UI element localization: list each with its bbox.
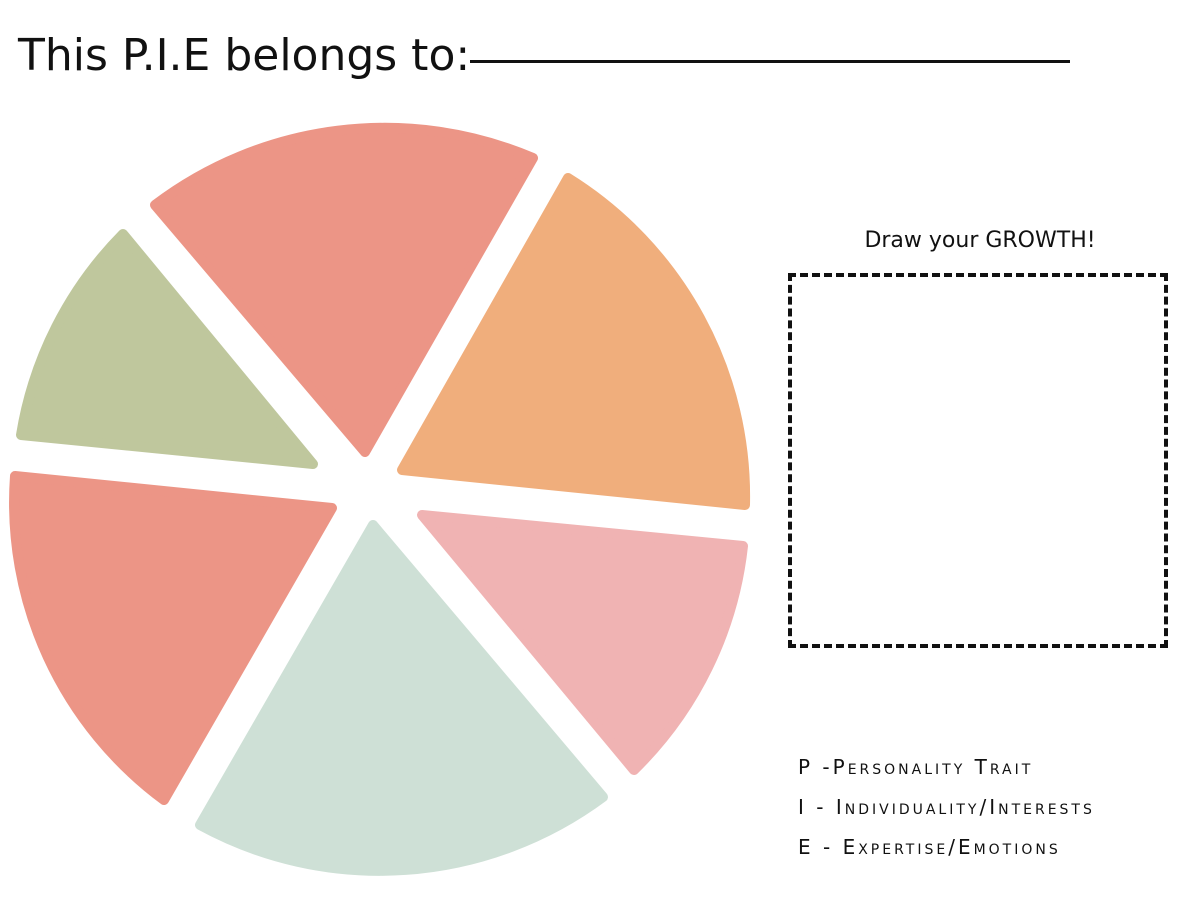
name-blank-line — [470, 60, 1070, 63]
pie-drawing — [9, 122, 751, 876]
legend-item-personality: P -Personality Trait — [798, 755, 1034, 779]
pie-slice-lower-left — [9, 471, 337, 805]
pie-slice-upper-left — [16, 229, 318, 469]
legend-item-individuality: I - Individuality/Interests — [798, 795, 1095, 819]
pie-slice-top — [150, 122, 538, 457]
pie-slice-bottom — [195, 520, 608, 876]
pie-legend: P -Personality Trait I - Individuality/I… — [798, 752, 1188, 872]
growth-label: Draw your GROWTH! — [864, 228, 1096, 253]
growth-drawing-box[interactable] — [788, 273, 1168, 648]
title-row: This P.I.E belongs to: — [18, 18, 470, 78]
pie-slice-upper-right — [397, 173, 751, 510]
page-title: This P.I.E belongs to: — [18, 30, 471, 81]
legend-item-expertise: E - Expertise/Emotions — [798, 835, 1061, 859]
pie-slice-lower-right — [417, 510, 748, 775]
